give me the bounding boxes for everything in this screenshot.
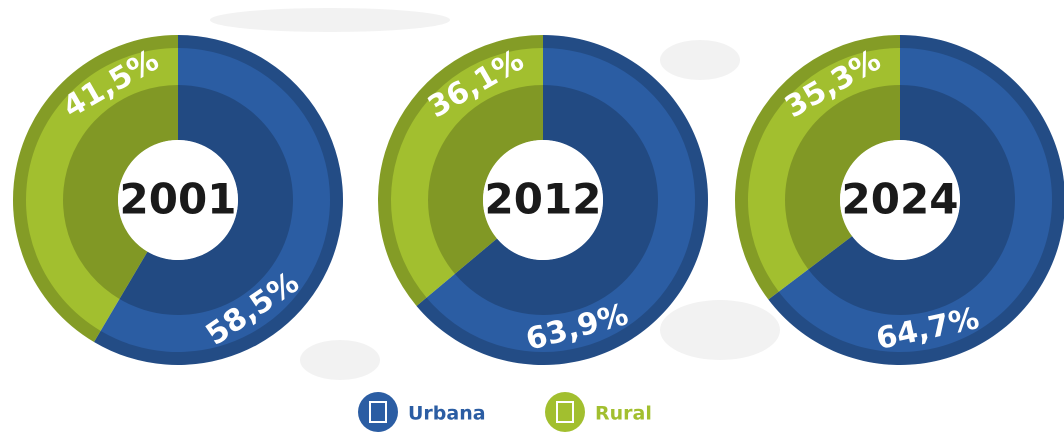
- slice: [94, 35, 344, 365]
- legend-icon: [545, 392, 585, 432]
- year-label: 2001: [120, 175, 237, 224]
- slice-inner-shade: [427, 85, 543, 274]
- year-label: 2024: [842, 175, 959, 224]
- slice-inner-shade: [119, 85, 293, 315]
- slice-outer-shade: [735, 35, 900, 300]
- donut-hole: [118, 140, 238, 260]
- slice: [13, 35, 178, 343]
- slice-inner-shade: [62, 85, 178, 299]
- slice-inner-shade: [784, 85, 900, 270]
- year-label: 2012: [485, 175, 602, 224]
- slice: [735, 35, 900, 300]
- slice-outer-shade: [416, 35, 708, 365]
- slice-outer-shade: [377, 35, 543, 306]
- slice: [416, 35, 708, 365]
- slice: [377, 35, 543, 306]
- slice-inner-shade: [808, 85, 1016, 315]
- legend-label: Urbana: [408, 403, 486, 425]
- donut-hole: [840, 140, 960, 260]
- donut-hole: [483, 140, 603, 260]
- legend-label: Rural: [595, 403, 652, 425]
- legend-icon-glyph: [369, 401, 387, 423]
- legend-icon: [358, 392, 398, 432]
- slice-inner-shade: [454, 85, 658, 315]
- slice: [768, 35, 1064, 365]
- background-dots: [210, 8, 780, 380]
- legend-icon-glyph: [556, 401, 574, 423]
